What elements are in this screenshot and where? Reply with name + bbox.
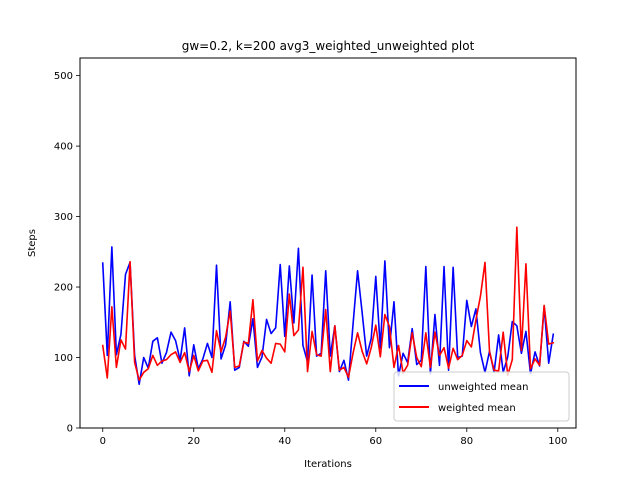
- y-tick-label: 400: [54, 142, 73, 153]
- x-tick-label: 20: [187, 436, 200, 447]
- series-line-weighted: [101, 226, 555, 381]
- plot-frame: [79, 57, 577, 429]
- ticks-layer: 0 20 40 60 80 100 0 100 200 300 400 500: [54, 71, 567, 447]
- legend-box: [393, 371, 570, 422]
- x-tick-label: 0: [100, 436, 106, 447]
- y-axis-label: Steps: [27, 229, 38, 257]
- y-tick-label: 500: [54, 71, 73, 82]
- y-tick-label: 300: [54, 212, 73, 223]
- chart-title: gw=0.2, k=200 avg3_weighted_unweighted p…: [182, 39, 475, 53]
- x-tick-label: 80: [460, 436, 473, 447]
- y-tick-label: 200: [54, 283, 73, 294]
- legend: unweighted mean weighted mean: [393, 371, 570, 422]
- x-tick-label: 100: [548, 436, 567, 447]
- x-tick-label: 60: [369, 436, 382, 447]
- series-line-unweighted: [101, 246, 555, 386]
- y-tick-label: 100: [54, 353, 73, 364]
- x-axis-label: Iterations: [304, 459, 352, 470]
- series-layer: [101, 226, 555, 386]
- x-tick-label: 40: [278, 436, 291, 447]
- y-tick-label: 0: [67, 424, 73, 435]
- legend-label-weighted: weighted mean: [438, 403, 516, 414]
- legend-label-unweighted: unweighted mean: [438, 382, 528, 393]
